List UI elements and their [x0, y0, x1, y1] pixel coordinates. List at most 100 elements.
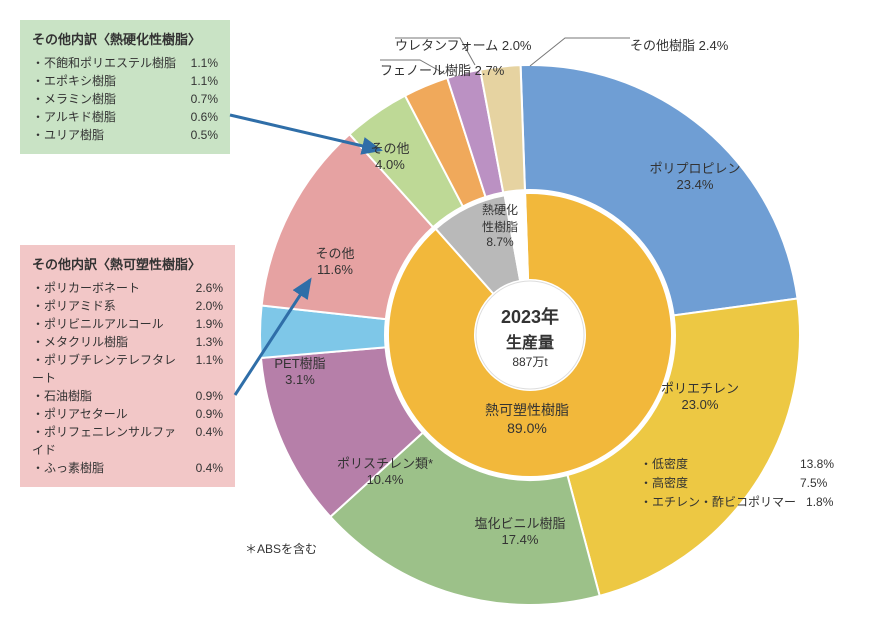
item-label: ・ポリアミド系	[32, 297, 116, 315]
list-item: ・メタクリル樹脂 1.3%	[32, 333, 223, 351]
item-label: ・ユリア樹脂	[32, 126, 104, 144]
list-item: ・メラミン樹脂 0.7%	[32, 90, 218, 108]
inner-ring-pct: 89.0%	[485, 420, 569, 436]
list-item: ・エポキシ樹脂 1.1%	[32, 72, 218, 90]
item-label: ・エチレン・酢ビコポリマー	[640, 493, 796, 512]
slice-name: 熱硬化性樹脂	[482, 203, 518, 234]
slice-name: その他	[370, 141, 409, 156]
item-pct: 1.1%	[191, 54, 218, 72]
inner-ring-name: 熱可塑性樹脂	[485, 402, 569, 418]
slice-pct: 4.0%	[370, 157, 409, 172]
item-label: ・ポリカーボネート	[32, 279, 140, 297]
item-label: ・低密度	[640, 455, 790, 474]
slice-pct: 23.4%	[649, 177, 740, 192]
list-item: ・ユリア樹脂 0.5%	[32, 126, 218, 144]
item-label: ・メラミン樹脂	[32, 90, 116, 108]
slice-pct: 2.7%	[475, 63, 505, 78]
legend-box-thermoset: その他内訳〈熱硬化性樹脂〉 ・不飽和ポリエステル樹脂 1.1% ・エポキシ樹脂 1.1…	[20, 20, 230, 154]
slice-label-0: ポリプロピレン23.4%	[649, 158, 740, 192]
item-pct: 1.1%	[196, 351, 223, 387]
item-label: ・ポリアセタール	[32, 405, 128, 423]
list-item: ・低密度 13.8%	[640, 455, 834, 474]
legend-box-title: その他内訳〈熱硬化性樹脂〉	[32, 30, 218, 50]
slice-name: その他	[315, 246, 354, 261]
item-label: ・石油樹脂	[32, 387, 92, 405]
slice-label-7: フェノール樹脂 2.7%	[380, 60, 504, 79]
inner-ring-main-label: 熱可塑性樹脂 89.0%	[485, 400, 569, 436]
polyethylene-breakdown: ・低密度 13.8% ・高密度 7.5%・エチレン・酢ビコポリマー 1.8%	[640, 455, 834, 513]
item-pct: 13.8%	[800, 455, 834, 474]
slice-pct: 17.4%	[474, 532, 565, 547]
slice-label-3: ポリスチレン類*10.4%	[337, 453, 433, 487]
item-label: ・ポリフェニレンサルファイド	[32, 423, 184, 459]
item-pct: 2.6%	[196, 279, 223, 297]
slice-label-4: PET樹脂3.1%	[274, 353, 325, 387]
list-item: ・不飽和ポリエステル樹脂 1.1%	[32, 54, 218, 72]
center-sub: 887万t	[487, 353, 573, 370]
slice-label-2: 塩化ビニル樹脂17.4%	[474, 513, 565, 547]
item-pct: 1.1%	[191, 72, 218, 90]
list-item: ・ポリカーボネート 2.6%	[32, 279, 223, 297]
slice-label-1: ポリエチレン23.0%	[661, 378, 739, 412]
slice-name: 塩化ビニル樹脂	[474, 516, 565, 531]
item-pct: 0.5%	[191, 126, 218, 144]
slice-name: ポリプロピレン	[649, 161, 740, 176]
item-pct: 2.0%	[196, 297, 223, 315]
list-item: ・ポリビニルアルコール 1.9%	[32, 315, 223, 333]
item-label: ・メタクリル樹脂	[32, 333, 128, 351]
item-pct: 7.5%	[800, 474, 827, 493]
item-label: ・ポリビニルアルコール	[32, 315, 164, 333]
center-label: 2023年 生産量 887万t	[487, 303, 573, 370]
slice-name: その他樹脂	[630, 38, 695, 53]
slice-name: PET樹脂	[274, 356, 325, 371]
item-label: ・アルキド樹脂	[32, 108, 116, 126]
item-pct: 0.9%	[196, 405, 223, 423]
item-label: ・ふっ素樹脂	[32, 459, 104, 477]
legend-box-thermoplastic: その他内訳〈熱可塑性樹脂〉 ・ポリカーボネート2.6%・ポリアミド系2.0%・ポ…	[20, 245, 235, 487]
footnote-text: ＊ABSを含む	[245, 542, 317, 556]
slice-label-6: その他4.0%	[370, 138, 409, 172]
item-pct: 0.4%	[196, 423, 223, 459]
list-item: ・石油樹脂 0.9%	[32, 387, 223, 405]
legend-box-body: ・不飽和ポリエステル樹脂1.1%・エポキシ樹脂1.1%・メラミン樹脂0.7%・ア…	[32, 54, 218, 144]
slice-name: フェノール樹脂	[380, 63, 471, 78]
list-item: ・ポリフェニレンサルファイド 0.4%	[32, 423, 223, 459]
item-pct: 0.9%	[196, 387, 223, 405]
list-item: ・ふっ素樹脂 0.4%	[32, 459, 223, 477]
item-label: ・エポキシ樹脂	[32, 72, 116, 90]
item-pct: 0.4%	[196, 459, 223, 477]
slice-pct: 2.4%	[699, 38, 729, 53]
slice-name: ポリエチレン	[661, 381, 739, 396]
slice-name: ポリスチレン類*	[337, 456, 433, 471]
slice-pct: 23.0%	[661, 397, 739, 412]
item-pct: 0.7%	[191, 90, 218, 108]
slice-pct: 2.0%	[502, 38, 532, 53]
item-pct: 1.8%	[806, 493, 833, 512]
list-item: ・エチレン・酢ビコポリマー 1.8%	[640, 493, 834, 512]
legend-box-body: ・ポリカーボネート2.6%・ポリアミド系2.0%・ポリビニルアルコール1.9%・…	[32, 279, 223, 477]
center-year: 2023年	[487, 303, 573, 329]
center-title: 生産量	[487, 329, 573, 353]
list-item: ・ポリブチレンテレフタレート 1.1%	[32, 351, 223, 387]
footnote: ＊ABSを含む	[245, 540, 317, 557]
list-item: ・アルキド樹脂 0.6%	[32, 108, 218, 126]
slice-label-9: その他樹脂 2.4%	[630, 35, 728, 54]
slice-name: ウレタンフォーム	[395, 38, 498, 53]
legend-box-title: その他内訳〈熱可塑性樹脂〉	[32, 255, 223, 275]
list-item: ・高密度 7.5%	[640, 474, 834, 493]
list-item: ・ポリアミド系 2.0%	[32, 297, 223, 315]
item-pct: 1.9%	[196, 315, 223, 333]
item-pct: 1.3%	[196, 333, 223, 351]
slice-label-8: ウレタンフォーム 2.0%	[395, 35, 532, 54]
slice-pct: 10.4%	[337, 472, 433, 487]
item-label: ・高密度	[640, 474, 790, 493]
item-label: ・ポリブチレンテレフタレート	[32, 351, 184, 387]
slice-label-5: その他11.6%	[315, 243, 354, 277]
list-item: ・ポリアセタール 0.9%	[32, 405, 223, 423]
slice-pct: 11.6%	[315, 262, 354, 277]
slice-pct: 3.1%	[274, 372, 325, 387]
item-pct: 0.6%	[191, 108, 218, 126]
inner-slice-label-1: 熱硬化性樹脂8.7%	[482, 201, 518, 249]
item-label: ・不飽和ポリエステル樹脂	[32, 54, 176, 72]
slice-pct: 8.7%	[482, 235, 518, 249]
